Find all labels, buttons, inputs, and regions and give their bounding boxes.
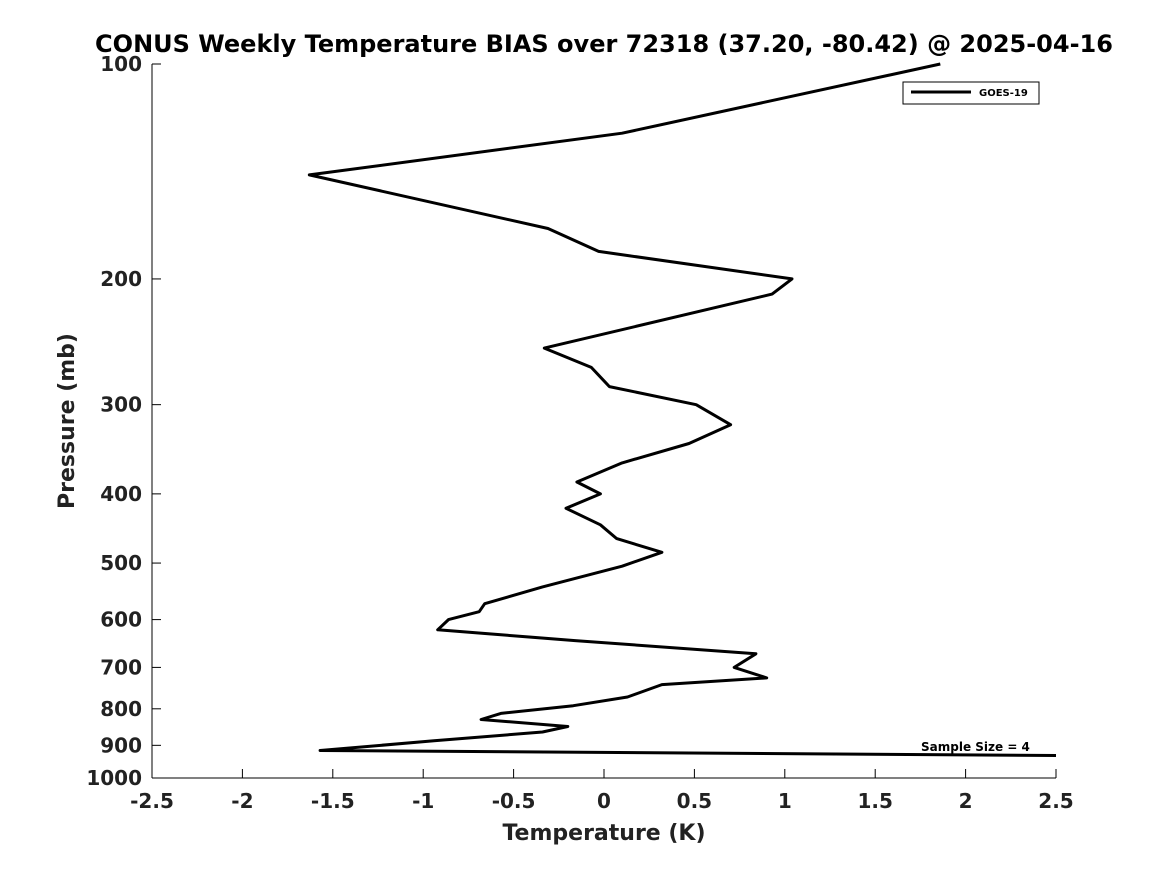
x-tick-label: 0 xyxy=(597,789,611,813)
sample-size-annotation: Sample Size = 4 xyxy=(921,740,1030,754)
x-tick-label: -2 xyxy=(231,789,253,813)
y-tick-label: 200 xyxy=(100,267,142,291)
y-tick-label: 800 xyxy=(100,697,142,721)
y-tick-label: 1000 xyxy=(86,766,142,790)
x-tick-label: 2 xyxy=(959,789,973,813)
x-ticks: -2.5 -2 -1.5 -1 -0.5 0 0.5 1 1.5 2 2.5 xyxy=(130,769,1074,813)
y-axis-label: Pressure (mb) xyxy=(55,333,80,509)
x-axis-label: Temperature (K) xyxy=(502,821,705,846)
y-ticks: 100 200 300 400 500 600 700 800 900 1000 xyxy=(86,52,161,790)
x-tick-label: 1 xyxy=(778,789,792,813)
x-tick-label: 1.5 xyxy=(857,789,892,813)
x-tick-label: 0.5 xyxy=(677,789,712,813)
y-tick-label: 300 xyxy=(100,393,142,417)
legend-label: GOES-19 xyxy=(979,88,1028,99)
y-tick-label: 100 xyxy=(100,52,142,76)
y-tick-label: 500 xyxy=(100,551,142,575)
y-tick-label: 400 xyxy=(100,482,142,506)
y-tick-label: 900 xyxy=(100,733,142,757)
chart-title: CONUS Weekly Temperature BIAS over 72318… xyxy=(95,30,1113,58)
x-tick-label: -1 xyxy=(412,789,434,813)
x-tick-label: -0.5 xyxy=(492,789,536,813)
plot-area: -2.5 -2 -1.5 -1 -0.5 0 0.5 1 1.5 2 2.5 100 200 300 40… xyxy=(86,52,1073,813)
y-tick-label: 700 xyxy=(100,655,142,679)
x-tick-label: -1.5 xyxy=(311,789,355,813)
x-tick-label: 2.5 xyxy=(1038,789,1073,813)
x-tick-label: -2.5 xyxy=(130,789,174,813)
series-line-goes-19 xyxy=(307,62,1057,757)
y-tick-label: 600 xyxy=(100,608,142,632)
legend: GOES-19 xyxy=(902,81,1040,105)
